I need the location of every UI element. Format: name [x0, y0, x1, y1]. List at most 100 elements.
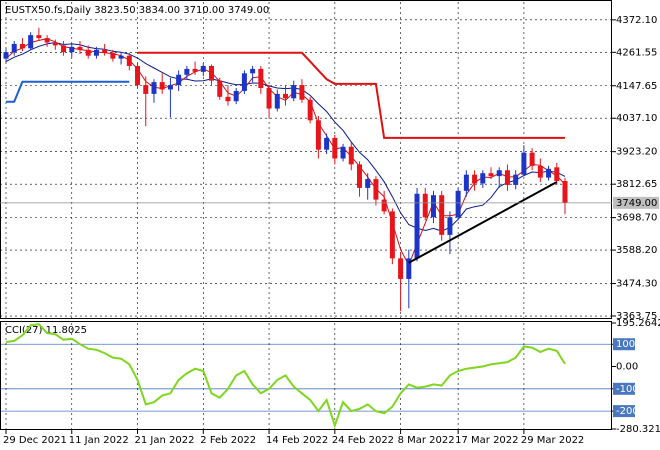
candle-body: [209, 65, 215, 81]
candle-body: [283, 93, 288, 99]
candle-body: [537, 165, 543, 178]
y-tick-label: 3812.65: [616, 179, 657, 190]
candle-body: [143, 85, 149, 94]
chart-header: EUSTX50.fs,Daily 3823.50 3834.00 3710.00…: [5, 5, 269, 16]
last-price-label: 3749.00: [616, 198, 657, 209]
candle-body: [69, 46, 75, 53]
y-tick-label: 3923.20: [616, 147, 657, 158]
y-tick-label: 3474.30: [616, 279, 657, 290]
y-tick-label: -200: [616, 406, 639, 417]
candle-body: [126, 55, 132, 66]
candle-body: [430, 195, 436, 218]
candle-body: [151, 82, 157, 94]
candle-body: [241, 73, 247, 91]
candle-body: [472, 174, 478, 184]
main-frame: [0, 0, 612, 319]
candle-body: [110, 52, 116, 59]
candle-body: [299, 85, 305, 100]
y-tick-label: 100: [616, 339, 635, 350]
candle-body: [406, 258, 412, 279]
y-tick-label: 195.2642: [616, 318, 660, 329]
candle-body: [504, 170, 510, 185]
candle-body: [28, 35, 34, 49]
candle-body: [348, 146, 354, 165]
x-tick-label: 29 Dec 2021: [3, 435, 67, 446]
candle-body: [381, 199, 387, 212]
candle-body: [233, 90, 239, 102]
y-tick-label: 3363.75: [616, 311, 657, 322]
y-tick-label: 0.00: [616, 362, 638, 373]
x-tick-label: 11 Jan 2022: [69, 435, 129, 446]
y-tick-label: 4372.10: [616, 15, 657, 26]
y-tick-label: 4147.65: [616, 81, 657, 92]
candle-body: [118, 55, 124, 59]
overlay-line: [6, 80, 130, 103]
candle-body: [44, 38, 50, 43]
candle-body: [324, 137, 330, 150]
candle-body: [3, 52, 9, 59]
cci-frame: [0, 321, 612, 430]
candle-body: [167, 85, 173, 90]
candle-body: [250, 68, 256, 74]
y-tick-label: -280.3219: [616, 424, 660, 435]
candle-body: [184, 68, 190, 75]
candle-body: [225, 96, 231, 102]
overlay-line: [137, 51, 565, 139]
last-price-box: [613, 196, 659, 209]
candle-body: [85, 49, 91, 56]
candle-body: [159, 82, 165, 90]
x-tick-label: 8 Mar 2022: [398, 435, 455, 446]
x-tick-label: 21 Jan 2022: [135, 435, 195, 446]
candle-body: [365, 179, 371, 188]
candle-body: [52, 42, 58, 46]
candle-body: [356, 164, 362, 188]
candle-body: [439, 195, 445, 235]
candle-body: [480, 173, 486, 184]
y-tick-label: -100: [616, 384, 639, 395]
candle-body: [455, 190, 461, 218]
candle-body: [291, 85, 297, 99]
trendline: [408, 181, 558, 264]
y-tick-label: 4261.55: [616, 47, 657, 58]
x-tick-label: 14 Feb 2022: [266, 435, 328, 446]
candle-body: [398, 258, 404, 279]
cci-line: [5, 323, 566, 429]
candle-body: [529, 152, 535, 166]
y-tick-label: 3698.70: [616, 213, 657, 224]
candle-body: [11, 43, 17, 53]
candle-body: [19, 43, 25, 49]
candle-body: [389, 211, 395, 259]
level-box: [613, 405, 635, 418]
candle-body: [340, 146, 346, 159]
candle-body: [307, 99, 313, 121]
candle-body: [488, 173, 494, 177]
candle-body: [496, 170, 502, 177]
candle-body: [373, 179, 379, 200]
candle-body: [200, 65, 206, 72]
x-tick-label: 17 Mar 2022: [455, 435, 518, 446]
candle-body: [61, 45, 67, 53]
y-tick-label: 3588.20: [616, 245, 657, 256]
candle-body: [217, 80, 223, 97]
candle-body: [546, 168, 552, 178]
candle-body: [192, 68, 198, 72]
candle-body: [274, 93, 280, 109]
candle-body: [422, 193, 428, 218]
candle-body: [513, 174, 519, 185]
candle-body: [521, 152, 527, 175]
candle-body: [447, 217, 453, 235]
level-box: [613, 338, 635, 351]
candle-body: [562, 180, 568, 203]
candle-body: [463, 174, 469, 191]
candle-body: [266, 88, 272, 109]
candle-body: [554, 167, 560, 181]
candle-body: [102, 49, 108, 53]
candle-body: [258, 68, 264, 89]
candle-body: [315, 120, 321, 150]
candle-body: [36, 35, 42, 39]
candle-body: [414, 193, 420, 259]
level-box: [613, 382, 635, 395]
candle-body: [93, 49, 99, 56]
candle-body: [135, 65, 141, 86]
